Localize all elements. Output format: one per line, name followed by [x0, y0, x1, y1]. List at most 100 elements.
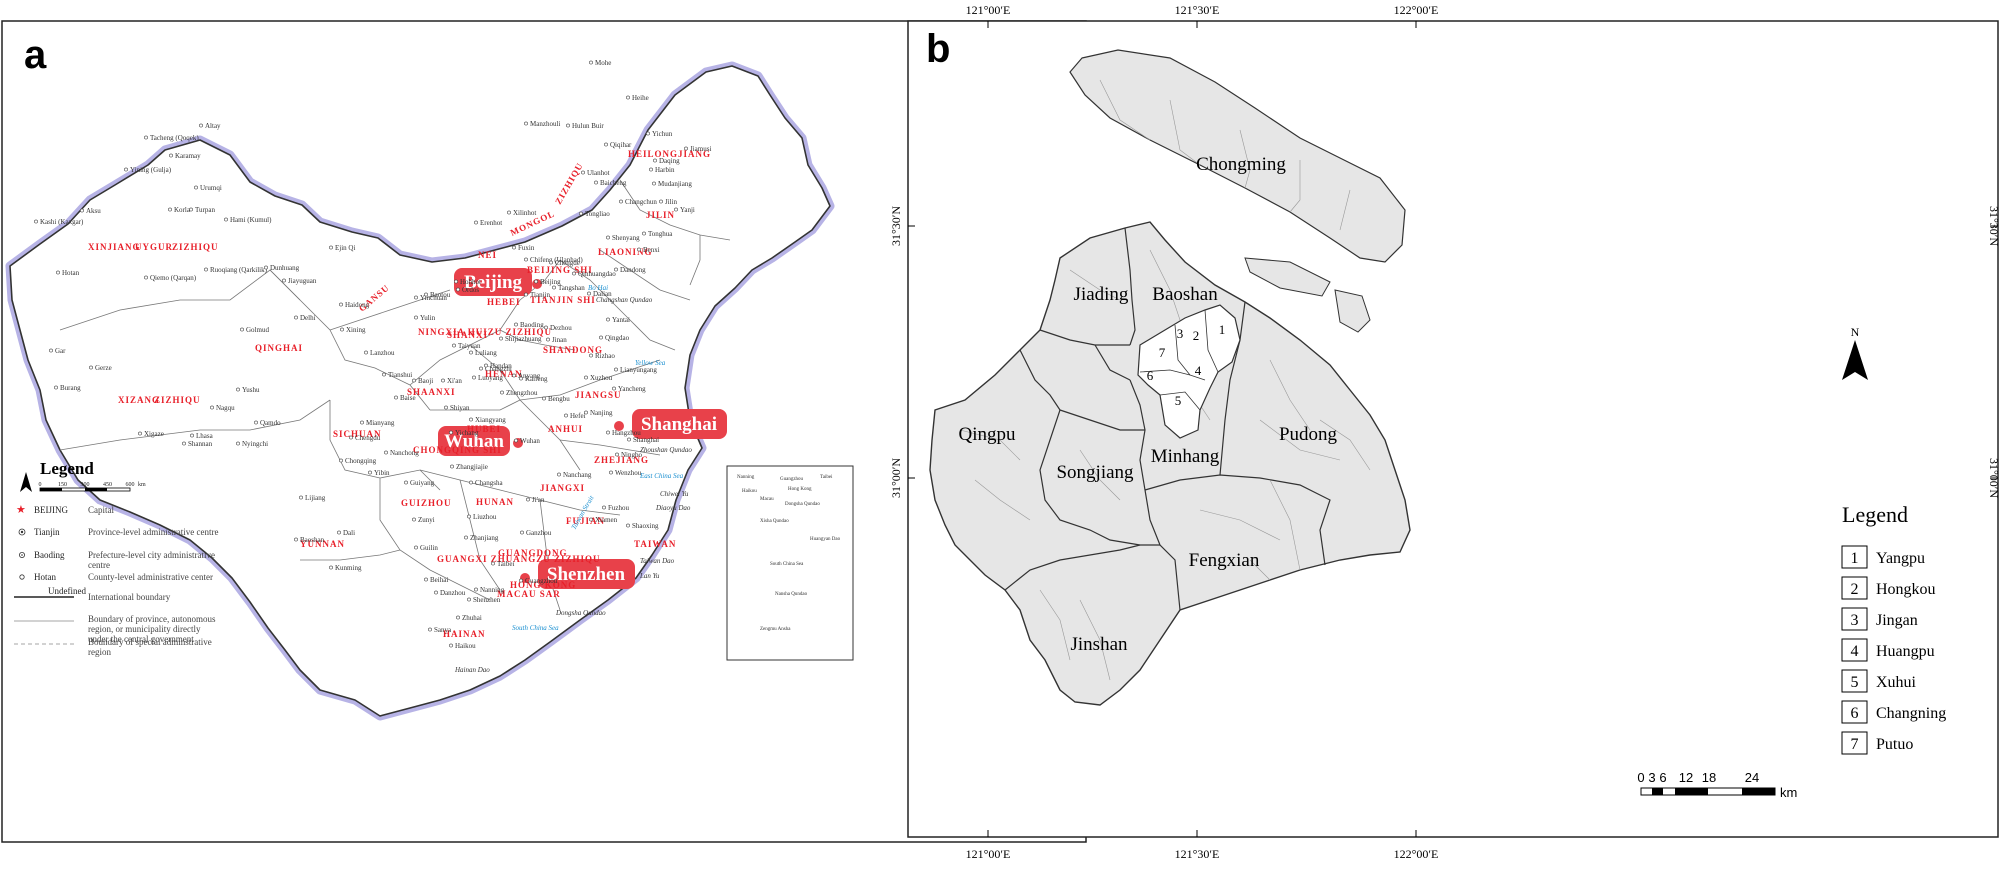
callout-beijing: Beijing: [454, 268, 542, 296]
district-label: Jiading: [1074, 284, 1129, 305]
callout-wuhan: Wuhan: [438, 426, 523, 456]
panel-b-letter: b: [926, 27, 950, 71]
province-label: UYGUR: [135, 242, 173, 252]
city-label: Baicheng: [600, 179, 627, 187]
city-dot: [449, 430, 453, 435]
legend-b-title: Legend: [1842, 502, 1908, 527]
province-label: FUJIAN: [566, 516, 605, 526]
city-label: Lanzhou: [370, 349, 395, 357]
district-label: Baoshan: [1152, 284, 1218, 305]
province-label: JIANGXI: [540, 483, 585, 493]
legend-b-name: Hongkou: [1876, 581, 1936, 598]
legend-a-item-desc: Boundary of special adminstrative region: [88, 637, 212, 657]
city-dot: [339, 302, 343, 307]
city-dot: [199, 123, 203, 128]
city-dot: [612, 386, 616, 391]
city-dot: [491, 561, 495, 566]
central-number: 2: [1193, 328, 1200, 343]
city-dot: [404, 480, 408, 485]
inset-label: South China Sea: [770, 562, 804, 567]
inset-label: Nansha Qundao: [775, 592, 808, 597]
district-label: Chongming: [1196, 154, 1286, 175]
city-label: Tangshan: [558, 284, 585, 292]
city-label: Xuzhou: [590, 374, 613, 382]
city-label: Tongliao: [585, 210, 610, 218]
city-dot: [169, 153, 173, 158]
legend-a-item-desc: International boundary: [88, 592, 171, 602]
city-dot: [444, 405, 448, 410]
city-dot: [467, 597, 471, 602]
city-label: Ruoqiang (Qarkilik): [210, 266, 268, 274]
city-label: Ningbo: [621, 451, 643, 459]
city-dot: [674, 207, 678, 212]
city-label: Shaoxing: [632, 522, 659, 530]
legend-b: Legend 1 Yangpu 2 Hongkou 3 Jingan 4 Huangpu 5 Xu…: [1841, 502, 1946, 755]
city-label: Beihai: [430, 576, 448, 584]
inset-label: Guangzhou: [780, 477, 804, 482]
city-label: Delhi: [300, 314, 316, 322]
city-label: Yanji: [680, 206, 695, 214]
city-dot: [589, 517, 593, 522]
city-label: Lijiang: [305, 494, 326, 502]
scale-b-label: 0: [1637, 770, 1644, 785]
coordinate-ticks: [908, 21, 1998, 837]
callout-shenzhen-label: Shenzhen: [547, 564, 626, 585]
city-label: Tianjin: [530, 291, 550, 299]
city-label: Yinchuan: [420, 294, 447, 302]
legend-a-scalebar: [39, 487, 131, 492]
city-label: Baoji: [418, 377, 433, 385]
city-dot: [619, 199, 623, 204]
city-label: Qiemo (Qarqan): [150, 274, 197, 282]
city-dot: [519, 376, 523, 381]
legend-b-number: 3: [1851, 612, 1859, 629]
city-dot: [364, 350, 368, 355]
district-chongming: [1069, 49, 1406, 263]
city-dot: [626, 523, 630, 528]
legend-b-number-box: [1841, 700, 1868, 724]
legend-a-title: Legend: [40, 459, 94, 478]
city-dot: [412, 378, 416, 383]
city-label: Gar: [55, 347, 66, 355]
city-dot: [368, 470, 372, 475]
city-dot: [282, 278, 286, 283]
city-dot: [441, 378, 445, 383]
city-label: Bengbu: [548, 395, 570, 403]
city-label: Hangzhou: [612, 429, 641, 437]
city-dot: [414, 315, 418, 320]
city-dot: [469, 350, 473, 355]
city-dot: [479, 366, 483, 371]
city-label: Baotou: [430, 291, 451, 299]
city-dot: [414, 545, 418, 550]
city-label: Fuzhou: [608, 504, 630, 512]
city-label: Shanghai: [633, 436, 659, 444]
legend-a-item-desc: Boundary of province, autonomous region, …: [88, 614, 216, 644]
city-dot: [464, 535, 468, 540]
city-label: Xiangyang: [475, 416, 506, 424]
city-label: Mudanjiang: [658, 180, 692, 188]
city-label: Erenhot: [480, 219, 502, 227]
city-label: Yining (Gulja): [130, 166, 172, 174]
city-dot: [454, 279, 458, 284]
city-dot: [424, 292, 428, 297]
legend-a-scale-label: 150: [58, 482, 67, 488]
city-dot: [294, 315, 298, 320]
inset-labels: Nanning Guangzhou Taibei Haikou Hong Kong Mac…: [737, 475, 841, 632]
district-label: Fengxian: [1189, 550, 1260, 571]
city-dot: [499, 336, 503, 341]
city-dot: [474, 220, 478, 225]
city-label: Nyingchi: [242, 440, 268, 448]
city-label: Turpan: [195, 206, 215, 214]
city-dot: [80, 208, 84, 213]
city-dot: [594, 180, 598, 185]
city-dot: [609, 470, 613, 475]
city-label: Chifeng (Ulanhad): [530, 256, 583, 264]
city-dot: [456, 287, 460, 292]
shanghai-marker: [614, 421, 624, 431]
city-dot: [236, 441, 240, 446]
province-label: ZHEJIANG: [594, 455, 649, 465]
legend-a-item-desc: Province-level administrative centre: [88, 527, 218, 537]
city-dot: [589, 60, 593, 65]
island-labels: Changshan Qundao Zhoushan Qundao Diaoyu Da…: [454, 296, 692, 674]
city-label: Shenyang: [612, 234, 640, 242]
